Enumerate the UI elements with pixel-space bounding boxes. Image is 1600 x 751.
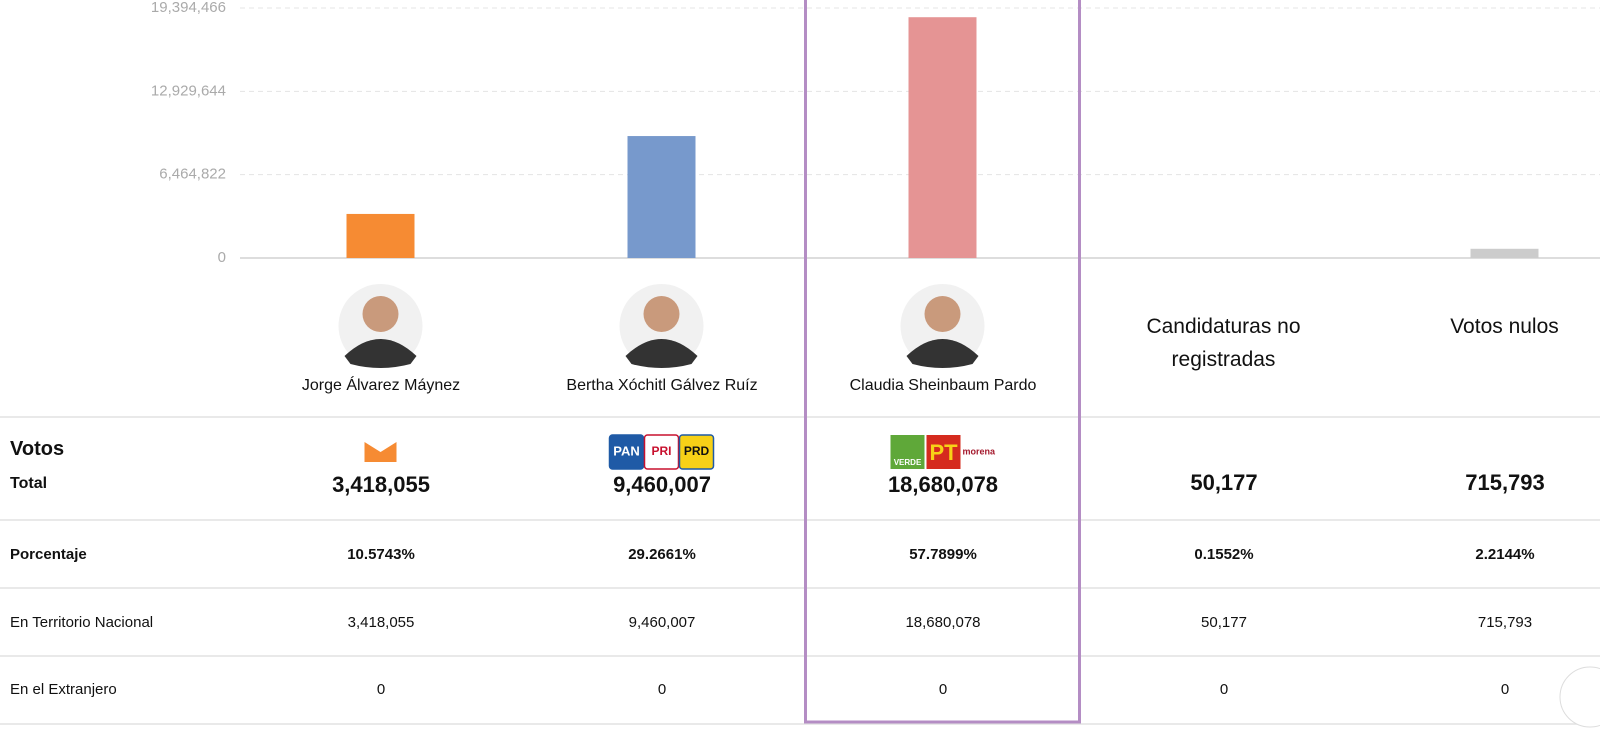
total-votes: 715,793 [1465,470,1545,495]
bar [1189,257,1258,259]
table-cell: 0 [657,681,667,698]
y-tick-label: 0 [218,249,226,266]
party-logo-text: PT [929,440,958,465]
row-label: En Territorio Nacional [10,614,154,631]
party-logo [608,434,645,470]
y-tick-label: 12,929,644 [151,82,226,99]
bar [908,17,977,258]
total-votes: 18,680,078 [887,472,999,497]
bar [1470,248,1539,258]
party-logo [678,434,715,470]
table-cell: 50,177 [1201,614,1247,631]
table-cell: 0 [1500,681,1510,698]
table-cell: 57.7899% [909,546,977,563]
table-cell: 9,460,007 [628,614,696,631]
party-logo [926,435,961,469]
table-cell: 0 [1219,681,1229,698]
table-cell: 715,793 [1477,614,1533,631]
table-cell: 10.5743% [347,546,415,563]
candidate-name: Claudia Sheinbaum Pardo [849,377,1037,394]
row-label: Porcentaje [10,546,87,563]
table-cell: 2.2144% [1475,546,1535,563]
candidate-name: Votos nulos [1450,315,1559,338]
chat-button [1559,666,1600,728]
candidate-name: Jorge Álvarez Máynez [301,377,461,394]
bar [346,213,415,258]
highlight-box [804,0,1081,724]
table-cell: 3,418,055 [347,614,415,631]
party-logo-text: VERDE [894,458,922,467]
party-logo-text: morena [963,446,997,456]
party-logo [890,435,925,469]
table-cell: 0.1552% [1194,546,1254,563]
row-header: Total [10,475,48,492]
party-logo-text: PRD [684,444,710,458]
table-cell: 18,680,078 [905,614,981,631]
row-label: En el Extranjero [10,681,117,698]
photo-body [625,339,698,368]
y-tick-label: 19,394,466 [151,0,226,16]
photo-head [924,296,961,332]
photo-body [906,339,979,368]
bar [627,136,696,258]
table-cell: 0 [938,681,948,698]
candidate-name: Candidaturas no registradas [1146,315,1301,371]
row-header: Votos [10,438,65,460]
candidate-name: Bertha Xóchitl Gálvez Ruíz [566,377,758,394]
photo-head [643,296,680,332]
party-logo [643,434,680,470]
y-tick-label: 6,464,822 [159,166,226,183]
total-votes: 9,460,007 [613,472,711,497]
table-cell: 29.2661% [628,546,696,563]
table-cell: 0 [376,681,386,698]
total-votes: 3,418,055 [332,472,430,497]
party-logo-text: PRI [651,444,671,458]
total-votes: 50,177 [1190,470,1258,495]
photo-head [362,296,399,332]
logo-mc [364,442,397,462]
photo-body [344,339,417,368]
party-logo-text: PAN [613,443,639,458]
